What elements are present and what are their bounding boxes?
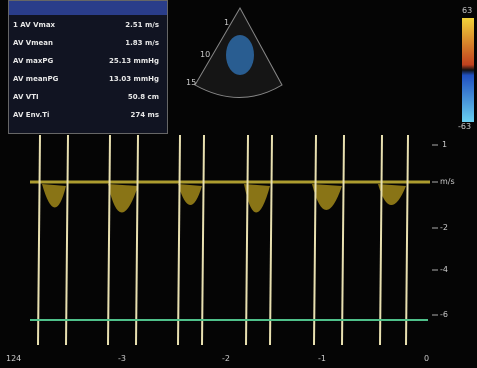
- measurement-label: AV VTI: [13, 93, 39, 101]
- time-label: -2: [222, 354, 230, 363]
- measurement-value: 2.51 m/s: [125, 21, 159, 29]
- measurement-label: AV maxPG: [13, 57, 53, 65]
- measurement-label: 1 AV Vmax: [13, 21, 55, 29]
- velocity-label: -2: [440, 223, 448, 232]
- velocity-label: -4: [440, 265, 448, 274]
- velocity-label: m/s: [440, 177, 455, 186]
- velocity-label: 1: [442, 140, 447, 149]
- measurement-value: 50.8 cm: [128, 93, 159, 101]
- velocity-label: -6: [440, 310, 448, 319]
- measurement-label: AV meanPG: [13, 75, 58, 83]
- color-scale-bottom: -63: [458, 122, 471, 131]
- color-scale-top: 63: [462, 6, 472, 15]
- doppler-envelopes: [42, 184, 406, 213]
- panel-header: [9, 1, 167, 15]
- measurement-value: 274 ms: [130, 111, 159, 119]
- measurement-value: 1.83 m/s: [125, 39, 159, 47]
- measurement-row: AV VTI 50.8 cm: [13, 93, 163, 101]
- thumb-label: 1: [224, 18, 229, 27]
- time-label: 124: [6, 354, 21, 363]
- measurement-row: 1 AV Vmax 2.51 m/s: [13, 21, 163, 29]
- measurement-value: 13.03 mmHg: [109, 75, 159, 83]
- measurement-row: AV meanPG 13.03 mmHg: [13, 75, 163, 83]
- scale-ticks: [432, 145, 438, 315]
- color-bar: [462, 18, 474, 122]
- thumb-label: 15: [186, 78, 196, 87]
- measurement-value: 25.13 mmHg: [109, 57, 159, 65]
- measurement-row: AV maxPG 25.13 mmHg: [13, 57, 163, 65]
- thumb-label: 10: [200, 50, 210, 59]
- measurement-label: AV Env.Ti: [13, 111, 49, 119]
- measurement-row: AV Vmean 1.83 m/s: [13, 39, 163, 47]
- color-flow: [226, 35, 254, 75]
- time-label: -1: [318, 354, 326, 363]
- ultrasound-screen: 1 AV Vmax 2.51 m/s AV Vmean 1.83 m/s AV maxP…: [0, 0, 477, 368]
- measurement-label: AV Vmean: [13, 39, 53, 47]
- measurement-row: AV Env.Ti 274 ms: [13, 111, 163, 119]
- time-label: -3: [118, 354, 126, 363]
- time-label: 0: [424, 354, 429, 363]
- r-wave-markers: [38, 135, 408, 345]
- measurement-panel: 1 AV Vmax 2.51 m/s AV Vmean 1.83 m/s AV maxP…: [8, 0, 168, 134]
